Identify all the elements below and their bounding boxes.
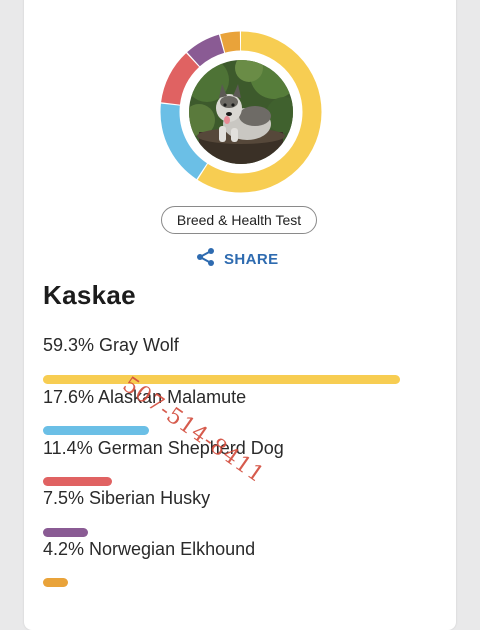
share-label: SHARE: [224, 250, 279, 268]
chip-label: Breed & Health Test: [176, 212, 302, 228]
ancestry-donut: [159, 30, 323, 194]
donut-chart: [160, 31, 322, 193]
dog-name: Kaskae: [43, 280, 136, 310]
breed-bar-german-shepherd: [43, 477, 112, 486]
breed-bar-alaskan-malamute: [43, 426, 149, 435]
breed-label-german-shepherd: 11.4% German Shepherd Dog: [43, 438, 284, 458]
donut-slice-1: [160, 31, 322, 193]
share-icon: [196, 247, 216, 271]
breed-health-test-chip[interactable]: Breed & Health Test: [161, 206, 317, 234]
donut-slice-0: [160, 31, 322, 193]
breed-label-norwegian-elkhound: 4.2% Norwegian Elkhound: [43, 539, 256, 559]
breed-label-alaskan-malamute: 17.6% Alaskan Malamute: [43, 387, 247, 407]
breed-bar-gray-wolf: [43, 375, 400, 384]
breed-label-siberian-husky: 7.5% Siberian Husky: [43, 488, 211, 508]
breed-bar-norwegian-elkhound: [43, 578, 68, 587]
breed-card: Breed & Health Test SHARE Kaskae 59.3% G…: [24, 0, 456, 630]
breed-bar-siberian-husky: [43, 528, 88, 537]
share-button[interactable]: SHARE: [196, 247, 279, 271]
breed-label-gray-wolf: 59.3% Gray Wolf: [43, 335, 179, 355]
dog-photo: [189, 60, 293, 164]
